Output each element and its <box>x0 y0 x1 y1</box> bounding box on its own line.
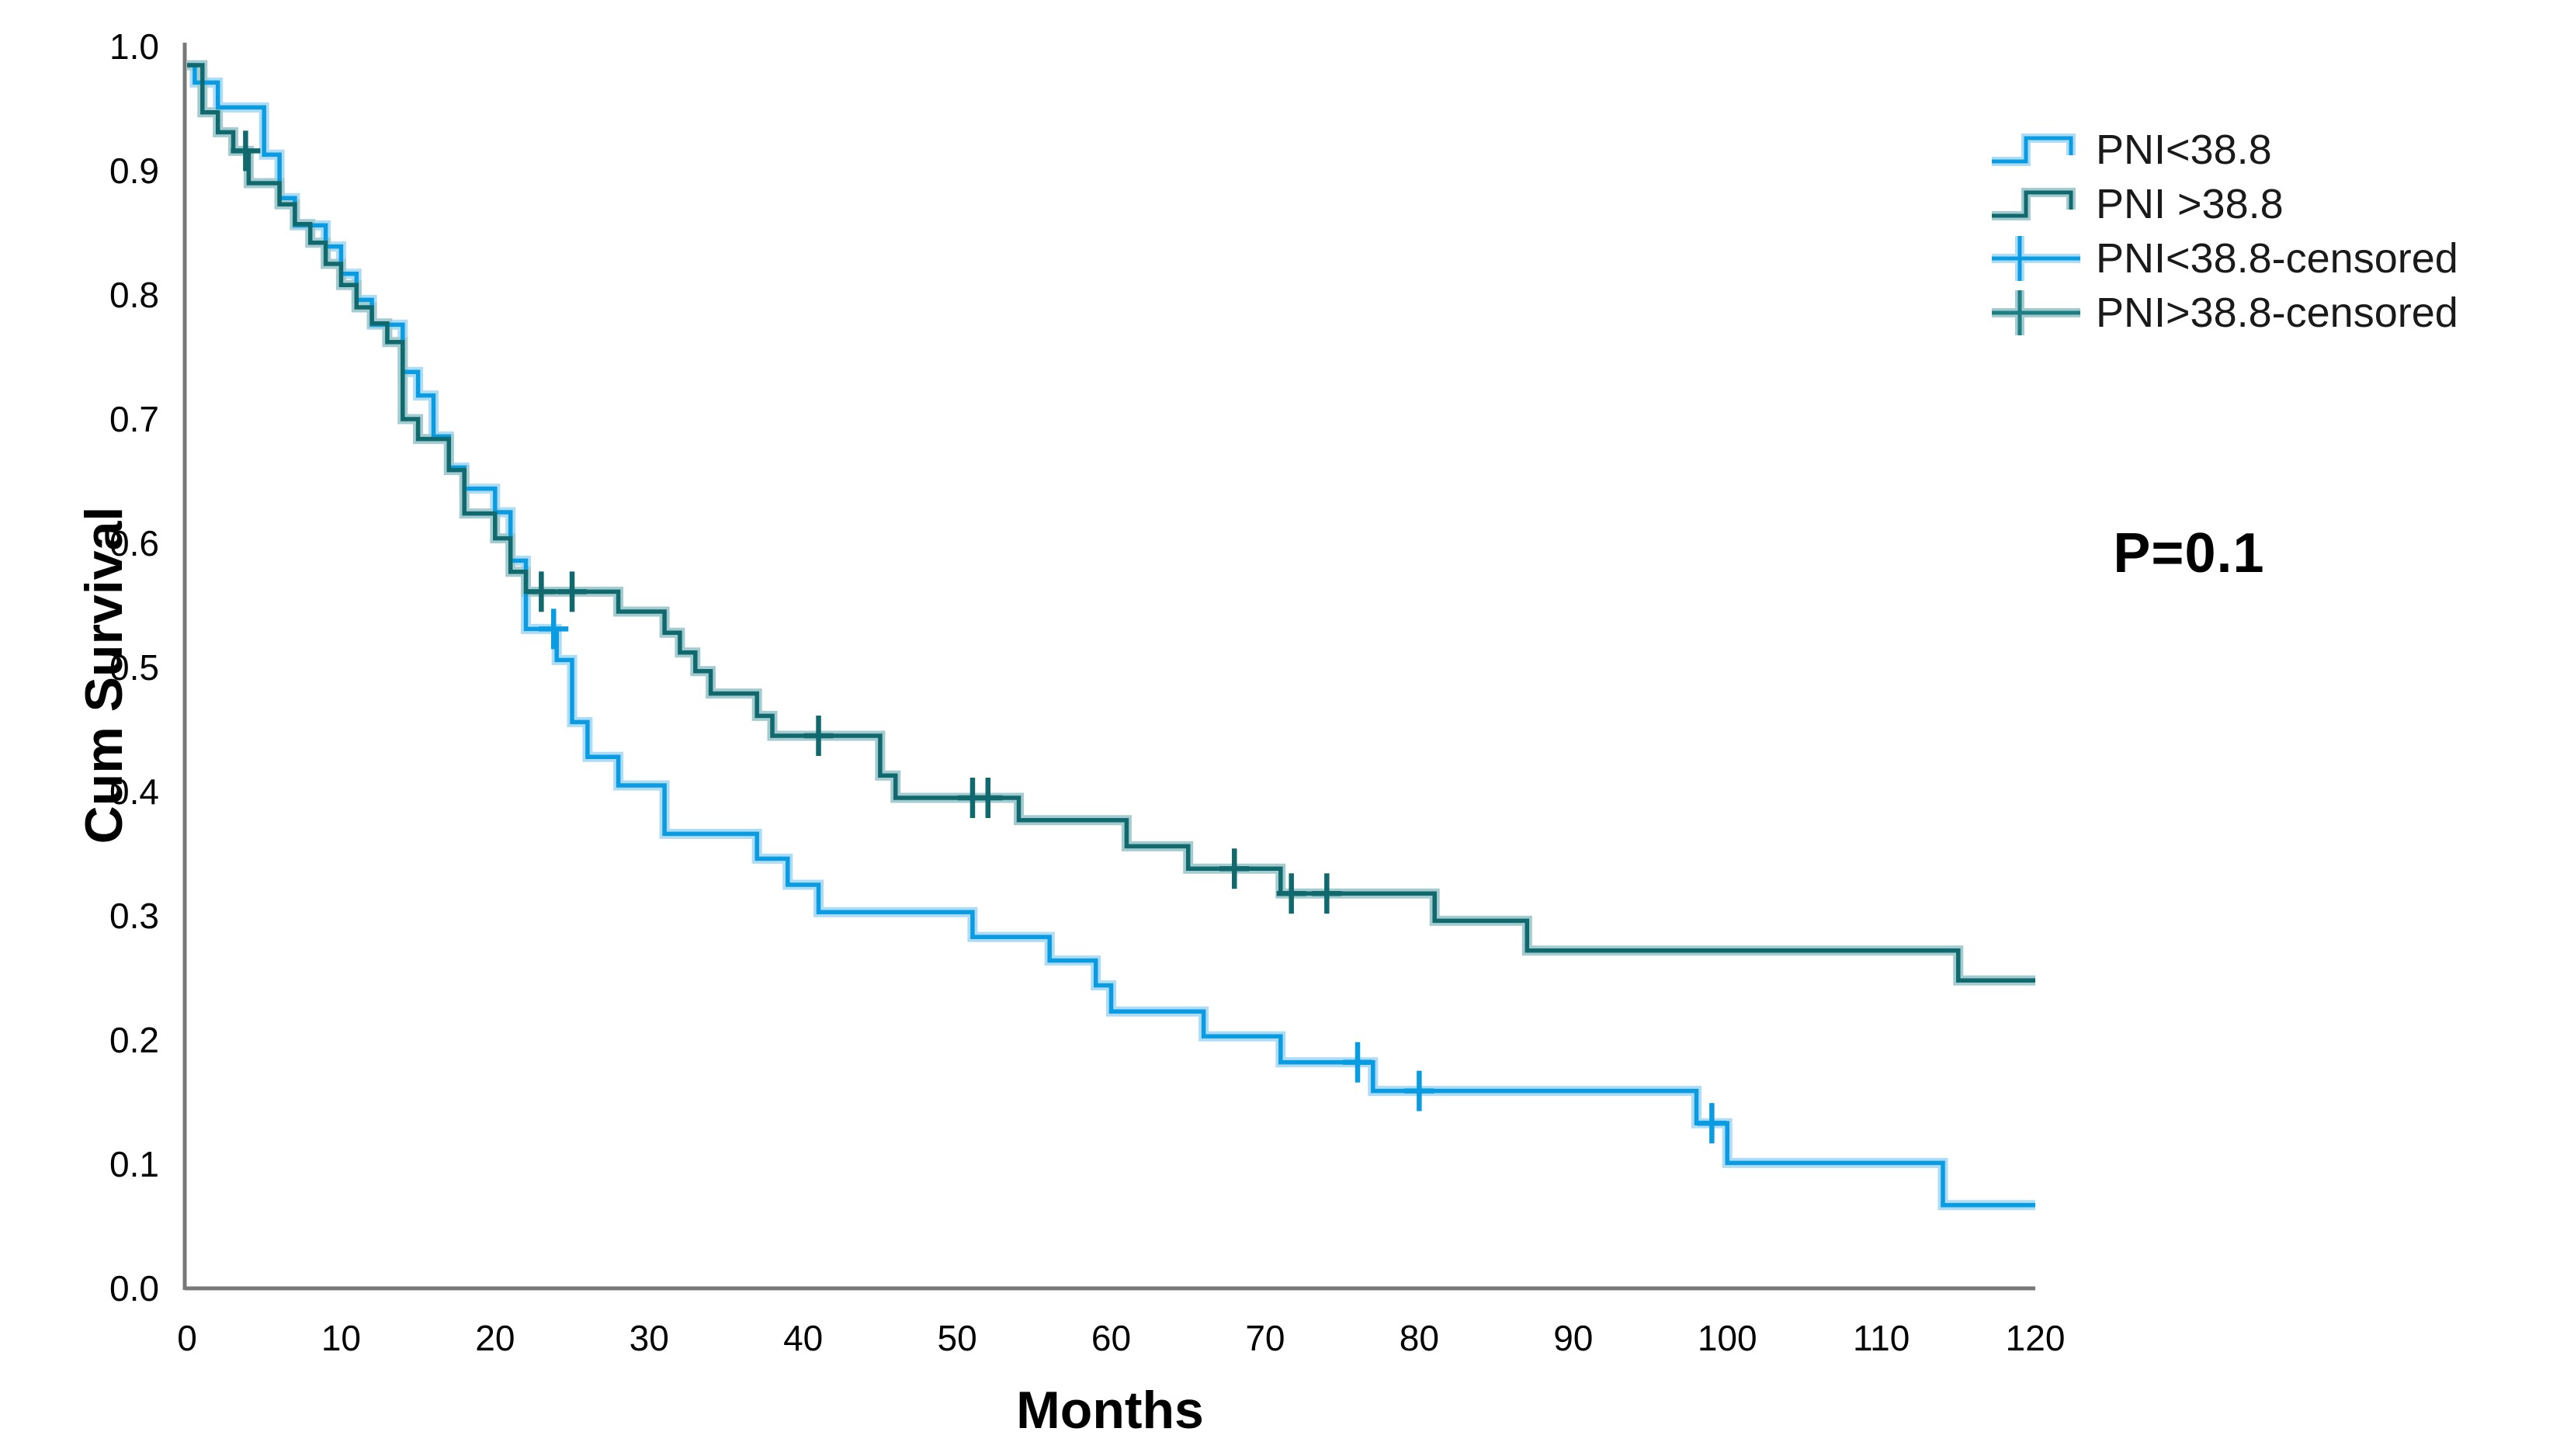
legend: PNI<38.8 PNI >38.8 PNI<38.8-censored PNI… <box>1989 123 2560 340</box>
svg-text:0.2: 0.2 <box>109 1020 159 1060</box>
p-value-annotation: P=0.1 <box>2113 522 2265 584</box>
svg-text:0.7: 0.7 <box>109 399 159 439</box>
survival-curves <box>187 63 2035 1208</box>
curve-halo-0 <box>187 60 2035 1211</box>
censor-plus-swatch-icon <box>1992 236 2080 281</box>
svg-text:0.5: 0.5 <box>109 647 159 688</box>
legend-item-pni-low-censored: PNI<38.8-censored <box>1989 231 2560 286</box>
curve-PNI<38.8 <box>187 63 2035 1208</box>
curve-halos <box>187 60 2035 1211</box>
curve-PNI >38.8 <box>187 63 2035 983</box>
legend-label: PNI >38.8 <box>2096 181 2284 227</box>
svg-text:100: 100 <box>1698 1318 1757 1358</box>
svg-text:0: 0 <box>177 1318 197 1358</box>
svg-text:0.8: 0.8 <box>109 275 159 315</box>
svg-text:1.0: 1.0 <box>109 26 159 67</box>
svg-text:40: 40 <box>783 1318 823 1358</box>
svg-text:0.4: 0.4 <box>109 771 159 812</box>
legend-item-pni-high: PNI >38.8 <box>1989 177 2560 231</box>
svg-text:0.6: 0.6 <box>109 523 159 563</box>
svg-text:0.1: 0.1 <box>109 1144 159 1184</box>
svg-text:90: 90 <box>1553 1318 1593 1358</box>
svg-text:80: 80 <box>1400 1318 1439 1358</box>
y-axis-title: Cum Survival <box>75 506 134 844</box>
svg-text:70: 70 <box>1245 1318 1285 1358</box>
censor-plus-swatch-icon <box>1992 290 2080 335</box>
svg-text:0.0: 0.0 <box>109 1268 159 1309</box>
svg-text:10: 10 <box>321 1318 361 1358</box>
curve-halo-1 <box>187 60 2035 986</box>
step-line-swatch-icon <box>1992 133 2076 166</box>
legend-label: PNI<38.8-censored <box>2096 235 2458 282</box>
x-axis-title: Months <box>1016 1381 1204 1440</box>
axes <box>182 43 2036 1291</box>
legend-item-pni-high-censored: PNI>38.8-censored <box>1989 286 2560 340</box>
svg-text:60: 60 <box>1091 1318 1131 1358</box>
legend-item-pni-low: PNI<38.8 <box>1989 123 2560 177</box>
tick-labels: 1.0 0.9 0.8 0.7 0.6 0.5 0.4 0.3 0.2 0.1 0.0 0 10 20 30… <box>109 26 2065 1358</box>
svg-text:110: 110 <box>1853 1318 1910 1358</box>
legend-label: PNI<38.8 <box>2096 127 2272 173</box>
svg-text:30: 30 <box>630 1318 669 1358</box>
svg-text:20: 20 <box>475 1318 515 1358</box>
step-line-swatch-icon <box>1992 188 2076 220</box>
svg-text:0.9: 0.9 <box>109 151 159 191</box>
legend-label: PNI>38.8-censored <box>2096 289 2458 336</box>
svg-text:0.3: 0.3 <box>109 896 159 936</box>
svg-text:120: 120 <box>2006 1318 2066 1358</box>
svg-text:50: 50 <box>938 1318 977 1358</box>
censor-marks <box>231 130 1727 1144</box>
